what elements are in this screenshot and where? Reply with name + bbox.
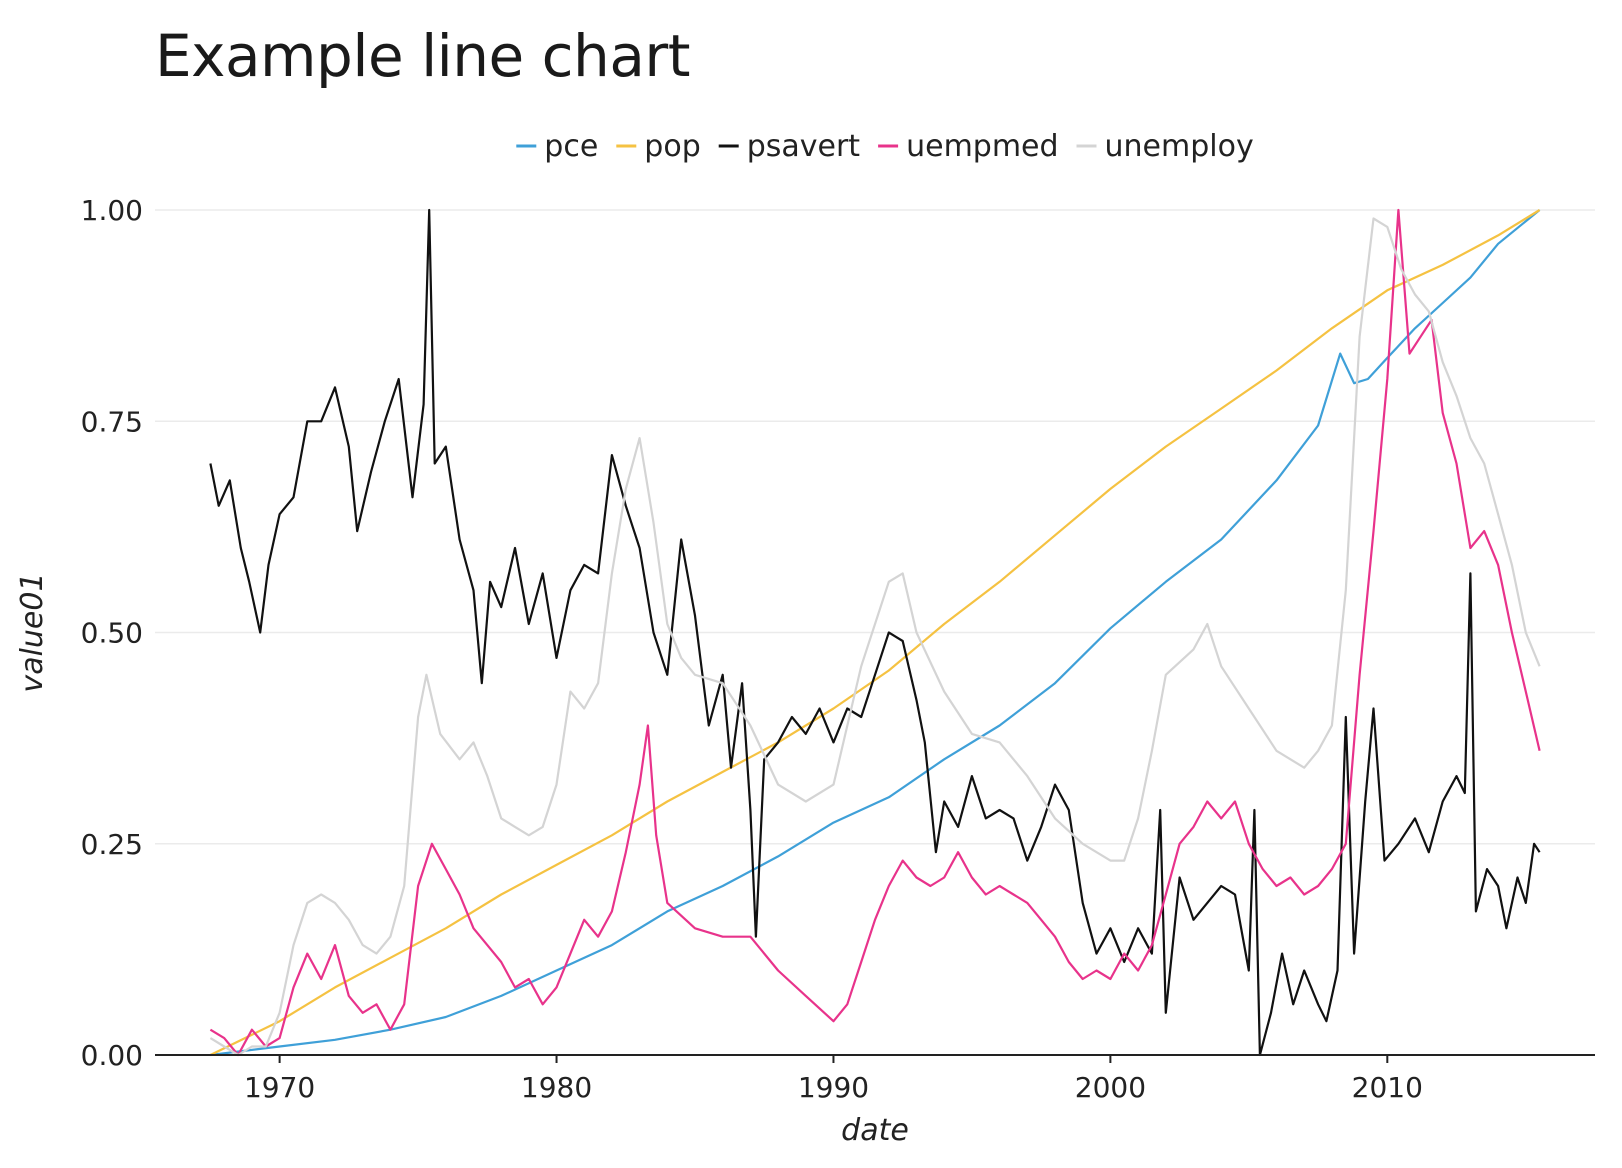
- legend-label-unemploy: unemploy: [1105, 129, 1254, 164]
- y-axis-title: value01: [15, 572, 50, 692]
- legend-item-pop: pop: [616, 129, 701, 164]
- x-tick-label: 1990: [798, 1071, 869, 1104]
- legend-label-psavert: psavert: [747, 129, 861, 164]
- x-axis-title: date: [841, 1113, 909, 1148]
- x-tick-label: 1980: [521, 1071, 592, 1104]
- x-tick-label: 2000: [1075, 1071, 1146, 1104]
- chart-title: Example line chart: [155, 22, 690, 90]
- gridlines: [155, 209, 1595, 845]
- legend-item-uempmed: uempmed: [878, 129, 1059, 164]
- legend-item-pce: pce: [516, 129, 598, 164]
- series-line-psavert: [209, 208, 1541, 1057]
- y-tick-label: 0.75: [81, 405, 143, 438]
- x-tick-label: 2010: [1352, 1071, 1423, 1104]
- legend-item-unemploy: unemploy: [1076, 129, 1254, 164]
- series-line-uempmed: [209, 208, 1541, 1057]
- y-tick-label: 0.50: [81, 617, 143, 650]
- series-line-pce: [210, 209, 1541, 1057]
- legend-label-uempmed: uempmed: [906, 129, 1058, 164]
- legend-label-pop: pop: [644, 129, 700, 164]
- y-tick-label: 0.25: [81, 828, 143, 861]
- series-line-pop: [209, 209, 1541, 1056]
- axes: 0.00 0.25 0.50 0.75 1.00 1970 1980 1990 2000 2010…: [15, 194, 1595, 1148]
- x-tick-label: 1970: [244, 1071, 315, 1104]
- legend-item-psavert: psavert: [718, 129, 861, 164]
- series-layer: [209, 208, 1541, 1057]
- legend: pce pop psavert uempmed unemploy: [516, 129, 1254, 164]
- legend-label-pce: pce: [544, 129, 598, 164]
- series-line-unemploy: [209, 217, 1541, 1057]
- y-tick-label: 0.00: [81, 1039, 143, 1072]
- y-tick-label: 1.00: [81, 194, 143, 227]
